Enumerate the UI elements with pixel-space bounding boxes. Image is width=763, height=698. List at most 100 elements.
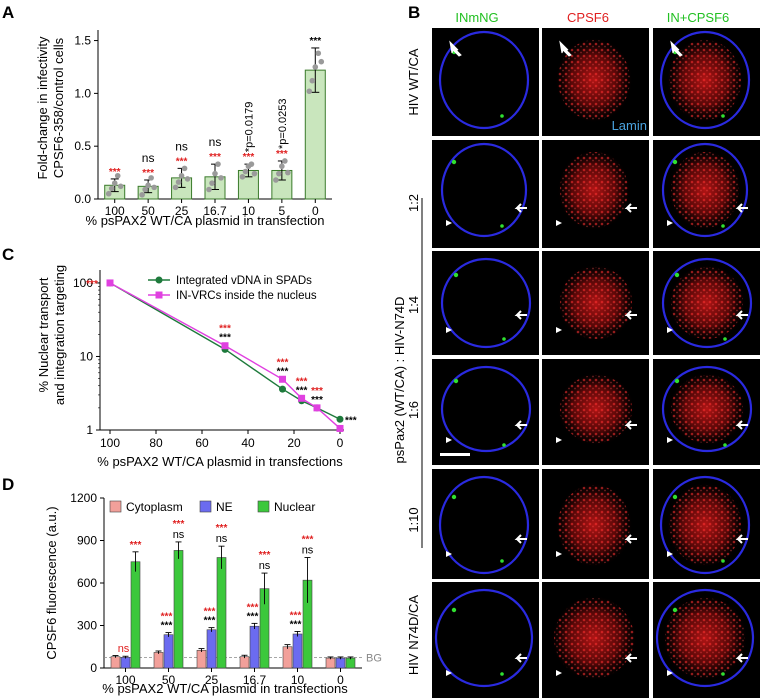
chart-a-point bbox=[273, 177, 279, 183]
chart-d-sig-red: *** bbox=[130, 540, 142, 551]
arrowhead-icon bbox=[446, 437, 452, 443]
cpsf6-speckles bbox=[560, 152, 628, 228]
chart-a-point bbox=[206, 186, 212, 193]
in-spot bbox=[500, 672, 504, 676]
chart-d-bar bbox=[196, 649, 207, 669]
chart-c-xtick-label: 0 bbox=[337, 436, 344, 450]
chart-a-point bbox=[139, 191, 145, 198]
panel-letter-a: A bbox=[2, 3, 14, 22]
arrow-icon bbox=[624, 203, 637, 213]
chart-d-xtick-label: 10 bbox=[291, 673, 305, 687]
chart-d-ytick-label: 900 bbox=[77, 534, 97, 548]
chart-a-sig-red: *** bbox=[276, 149, 288, 160]
chart-c-point bbox=[279, 385, 286, 393]
row-label-hiv-n74d: HIV N74D/CA bbox=[406, 595, 421, 676]
chart-c-legend-marker bbox=[155, 291, 163, 299]
in-spot bbox=[723, 337, 727, 341]
in-spot bbox=[502, 337, 506, 341]
chart-d-legend-swatch bbox=[257, 500, 270, 513]
chart-d-xtick-label: 16.7 bbox=[243, 673, 267, 687]
in-spot bbox=[451, 607, 457, 613]
in-spot bbox=[721, 114, 725, 118]
arrow-icon bbox=[735, 534, 748, 544]
arrowhead-icon bbox=[446, 327, 452, 333]
arrow-icon bbox=[514, 653, 527, 663]
arrowhead-icon bbox=[667, 220, 673, 226]
chart-a-xtick-label: 50 bbox=[141, 204, 155, 218]
chart-d-bar bbox=[345, 657, 356, 669]
in-spot bbox=[453, 378, 459, 384]
chart-a-sig-pvalue: *p=0.0179 bbox=[243, 102, 255, 152]
in-spot bbox=[500, 224, 504, 228]
arrow-icon bbox=[514, 420, 527, 430]
column-header-inmng: INmNG bbox=[455, 10, 498, 25]
chart-d-legend-label: Cytoplasm bbox=[126, 500, 183, 514]
chart-a-point bbox=[239, 174, 246, 180]
chart-a-point bbox=[315, 50, 322, 57]
chart-d-bar bbox=[110, 656, 121, 669]
chart-a-sig-black: *** bbox=[309, 36, 321, 47]
arrowhead-icon bbox=[667, 551, 673, 557]
in-spot bbox=[674, 378, 680, 384]
chart-d-xtick-label: 25 bbox=[205, 673, 219, 687]
chart-a-sig-red: *** bbox=[176, 156, 188, 167]
chart-a-xlabel: % psPAX2 WT/CA plasmid in transfection bbox=[86, 213, 325, 228]
microscopy-tile bbox=[432, 359, 539, 465]
chart-d-sig-ns: ns bbox=[302, 545, 314, 557]
chart-c-sig-red: *** bbox=[277, 357, 289, 368]
chart-d-legend-label: Nuclear bbox=[274, 500, 315, 514]
chart-c-xtick-label: 20 bbox=[287, 436, 301, 450]
arrowhead-icon bbox=[446, 220, 452, 226]
in-spot bbox=[721, 559, 725, 563]
in-spot bbox=[451, 494, 457, 500]
chart-d-bar bbox=[216, 557, 227, 669]
nuclear-envelope bbox=[438, 30, 530, 130]
chart-a-xtick-label: 100 bbox=[105, 204, 125, 218]
arrow-icon bbox=[514, 203, 527, 213]
chart-a-point bbox=[318, 58, 325, 65]
chart-c-point bbox=[336, 424, 344, 432]
chart-d-sig-ns: ns bbox=[259, 560, 271, 572]
chart-d-sig-red: ns bbox=[118, 643, 130, 655]
chart-d: CPSF6 fluorescence (a.u.) % psPAX2 WT/CA… bbox=[44, 491, 382, 696]
row-label-1-2: 1:2 bbox=[406, 194, 421, 212]
chart-a-point bbox=[114, 172, 121, 179]
panel-letter-d: D bbox=[2, 475, 14, 494]
arrowhead-icon bbox=[556, 670, 562, 676]
chart-c-xtick-label: 80 bbox=[149, 436, 163, 450]
chart-d-legend-label: NE bbox=[216, 500, 233, 514]
in-spot bbox=[721, 672, 725, 676]
chart-a-point bbox=[309, 77, 316, 84]
panel-letter-c: C bbox=[2, 245, 14, 264]
nuclear-envelope bbox=[440, 365, 532, 453]
chart-d-bar bbox=[239, 656, 250, 669]
nuclear-envelope bbox=[661, 257, 753, 349]
chart-a-point bbox=[242, 168, 249, 175]
microscopy-tile bbox=[432, 28, 539, 136]
arrow-icon bbox=[624, 653, 637, 663]
chart-c-legend-label: IN-VRCs inside the nucleus bbox=[176, 290, 317, 302]
chart-a-ytick-label: 1.5 bbox=[74, 34, 91, 48]
chart-a-point bbox=[172, 184, 179, 191]
chart-a-sig-ns: ns bbox=[142, 151, 155, 165]
arrow-icon bbox=[735, 203, 748, 213]
chart-c-sig-black: *** bbox=[345, 415, 357, 426]
chart-a-ylabel-line2: CPSF6-358/control cells bbox=[51, 37, 66, 178]
chart-c-sig-black: *** bbox=[311, 395, 323, 406]
chart-c-point bbox=[336, 415, 344, 423]
chart-d-sig-red: *** bbox=[259, 550, 271, 561]
chart-a-ytick-label: 1.0 bbox=[74, 86, 91, 100]
chart-c-xlabel: % psPAX2 WT/CA plasmid in transfections bbox=[97, 454, 343, 469]
panel-letter-b: B bbox=[408, 3, 420, 22]
cpsf6-speckles bbox=[669, 485, 741, 565]
chart-a-xtick-label: 16.7 bbox=[203, 204, 227, 218]
arrowhead-icon bbox=[559, 40, 572, 57]
chart-d-legend-swatch bbox=[109, 500, 122, 513]
chart-d-sig-red: *** bbox=[302, 535, 314, 546]
chart-d-xtick-label: 0 bbox=[337, 673, 344, 687]
group-label: psPax2 (WT/CA) : HIV-N74D bbox=[392, 297, 407, 464]
chart-d-ytick-label: 1200 bbox=[70, 491, 97, 505]
chart-d-ytick-label: 0 bbox=[90, 661, 97, 675]
arrow-icon bbox=[514, 534, 527, 544]
chart-a-point bbox=[117, 183, 124, 190]
